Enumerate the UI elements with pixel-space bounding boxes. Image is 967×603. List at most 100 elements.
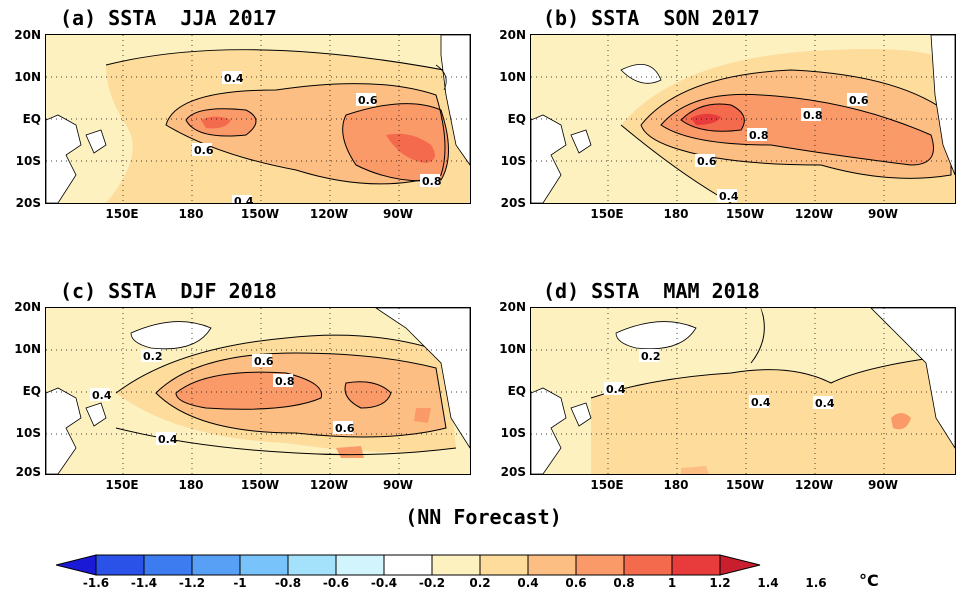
lon-label-b-150w: 150W — [725, 207, 765, 221]
lat-label-c-10s: 10S — [15, 426, 41, 440]
lat-label-c-20n: 20N — [14, 300, 41, 314]
contour-label-d2: 0.4 — [606, 383, 626, 396]
lon-label-b-120w: 120W — [794, 207, 834, 221]
panel-a-title: (a) SSTA JJA 2017 — [60, 6, 277, 30]
lat-label-d-20n: 20N — [499, 300, 526, 314]
colorbar-tick-label: 0.6 — [565, 576, 587, 590]
contour-label-a1: 0.4 — [224, 72, 244, 85]
colorbar-tick-label: -0.2 — [418, 576, 446, 590]
colorbar-cell — [143, 554, 193, 576]
lat-label-b-20n: 20N — [499, 28, 526, 42]
panel-b-title: (b) SSTA SON 2017 — [543, 6, 760, 30]
contour-label-a5: 0.4 — [234, 195, 254, 203]
colorbar-cell — [575, 554, 625, 576]
colorbar-tick-label: 0.8 — [613, 576, 635, 590]
colorbar-cell — [335, 554, 385, 576]
lon-label-b-180: 180 — [663, 207, 689, 221]
lon-label-c-90w: 90W — [383, 478, 413, 492]
colorbar-tick-label: -0.4 — [370, 576, 398, 590]
colorbar — [56, 554, 761, 576]
lat-label-10n: 10N — [14, 70, 41, 84]
lon-label-d-180: 180 — [663, 478, 689, 492]
contour-label-c5: 0.4 — [158, 433, 178, 446]
lat-label-d-20s: 20S — [500, 465, 526, 479]
panel-d-title: (d) SSTA MAM 2018 — [543, 279, 760, 303]
contour-label-c3: 0.8 — [275, 375, 295, 388]
colorbar-tick-label: -0.8 — [274, 576, 302, 590]
contour-label-c1: 0.2 — [143, 350, 163, 363]
colorbar-cell — [95, 554, 145, 576]
colorbar-tick-label: -1.2 — [178, 576, 206, 590]
contour-label-c6: 0.6 — [335, 422, 355, 435]
contour-label-b2: 0.8 — [803, 109, 823, 122]
colorbar-cell — [431, 554, 481, 576]
lon-label-a-150w: 150W — [240, 207, 280, 221]
colorbar-arrow-right — [719, 554, 761, 576]
lon-label-b-90w: 90W — [868, 207, 898, 221]
lon-label-c-150w: 150W — [240, 478, 280, 492]
contour-label-b4: 0.6 — [697, 155, 717, 168]
contour-label-a2: 0.6 — [358, 94, 378, 107]
lon-label-d-120w: 120W — [794, 478, 834, 492]
contour-label-a4: 0.8 — [422, 175, 442, 188]
colorbar-tick-label: -1.4 — [130, 576, 158, 590]
colorbar-cell — [671, 554, 721, 576]
lat-label-c-10n: 10N — [14, 342, 41, 356]
lat-label-b-eq: EQ — [507, 112, 526, 126]
map-panel-b: 0.6 0.8 0.8 0.6 0.4 — [530, 34, 956, 204]
map-panel-a: 0.4 0.6 0.6 0.8 0.4 — [45, 34, 471, 204]
lon-label-d-150w: 150W — [725, 478, 765, 492]
colorbar-tick-label: 1.2 — [709, 576, 731, 590]
contour-label-c4: 0.4 — [92, 389, 112, 402]
contour-label-a3: 0.6 — [194, 144, 214, 157]
contour-label-b5: 0.4 — [719, 190, 739, 203]
lon-label-c-180: 180 — [178, 478, 204, 492]
lat-label-b-20s: 20S — [500, 196, 526, 210]
contour-label-d3: 0.4 — [751, 396, 771, 409]
colorbar-cell — [479, 554, 529, 576]
lat-label-d-10n: 10N — [499, 342, 526, 356]
lon-label-a-180: 180 — [178, 207, 204, 221]
lon-label-a-90w: 90W — [383, 207, 413, 221]
lon-label-c-150e: 150E — [105, 478, 139, 492]
colorbar-tick-label: -1.6 — [82, 576, 110, 590]
colorbar-tick-label: 1.6 — [805, 576, 827, 590]
colorbar-tick-label: 0.2 — [469, 576, 491, 590]
lat-label-eq: EQ — [22, 112, 41, 126]
lon-label-b-150e: 150E — [590, 207, 624, 221]
lon-label-c-120w: 120W — [309, 478, 349, 492]
colorbar-cell — [239, 554, 289, 576]
colorbar-tick-label: -1 — [233, 576, 247, 590]
colorbar-arrow-left — [56, 554, 97, 576]
colorbar-tick-label: 1.4 — [757, 576, 779, 590]
colorbar-tick-label: 1 — [667, 576, 677, 590]
colorbar-cell — [527, 554, 577, 576]
colorbar-cell — [623, 554, 673, 576]
lat-label-20s: 20S — [15, 196, 41, 210]
map-panel-d: 0.2 0.4 0.4 0.4 — [530, 307, 956, 475]
panel-c-title: (c) SSTA DJF 2018 — [60, 279, 277, 303]
contour-label-c2: 0.6 — [254, 355, 274, 368]
lat-label-10s: 10S — [15, 154, 41, 168]
colorbar-cell — [287, 554, 337, 576]
contour-label-d1: 0.2 — [641, 350, 661, 363]
colorbar-cell — [383, 554, 433, 576]
lat-label-d-10s: 10S — [500, 426, 526, 440]
lat-label-b-10n: 10N — [499, 70, 526, 84]
colorbar-cell — [191, 554, 241, 576]
contour-label-b3: 0.8 — [749, 129, 769, 142]
forecast-caption: (NN Forecast) — [405, 505, 562, 529]
colorbar-tick-label: 0.4 — [517, 576, 539, 590]
colorbar-tick-label: -0.6 — [322, 576, 350, 590]
lon-label-a-120w: 120W — [309, 207, 349, 221]
contour-label-d4: 0.4 — [815, 397, 835, 410]
lon-label-a-150e: 150E — [105, 207, 139, 221]
lat-label-b-10s: 10S — [500, 154, 526, 168]
colorbar-unit: °C — [859, 571, 879, 590]
lon-label-d-150e: 150E — [590, 478, 624, 492]
lon-label-d-90w: 90W — [868, 478, 898, 492]
lat-label-d-eq: EQ — [507, 384, 526, 398]
map-panel-c: 0.2 0.6 0.8 0.4 0.4 0.6 — [45, 307, 471, 475]
lat-label-20n: 20N — [14, 28, 41, 42]
contour-label-b1: 0.6 — [849, 94, 869, 107]
